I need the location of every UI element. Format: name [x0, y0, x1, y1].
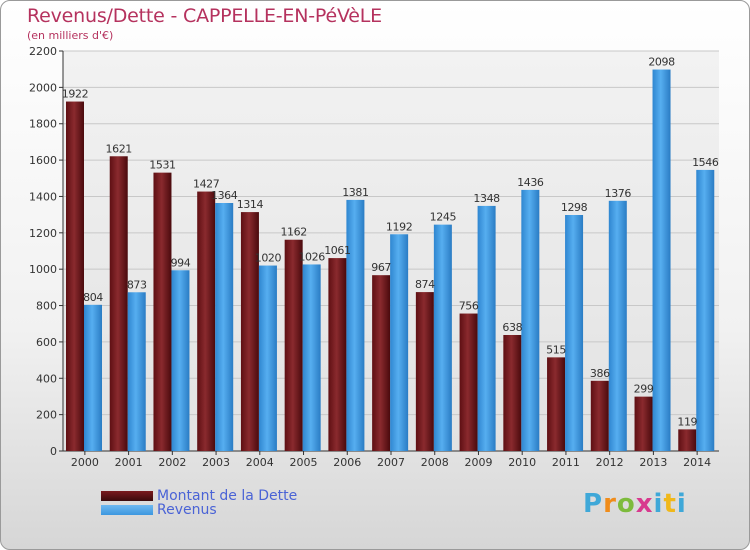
- y-tick-label: 0: [50, 445, 57, 458]
- legend-swatch-dette: [101, 491, 153, 501]
- bar-revenus: [696, 169, 715, 451]
- bar-dette: [415, 292, 434, 451]
- bar-dette: [328, 258, 347, 451]
- data-label-dette: 874: [415, 278, 435, 291]
- data-label-dette: 967: [371, 261, 391, 274]
- bar-dette: [459, 313, 478, 451]
- bar-revenus: [346, 199, 365, 451]
- x-tick-label: 2010: [508, 456, 536, 469]
- x-tick-label: 2005: [290, 456, 318, 469]
- bar-dette: [240, 212, 259, 451]
- x-tick-label: 2004: [246, 456, 274, 469]
- data-label-revenus: 1026: [298, 250, 325, 263]
- bar-dette: [284, 239, 303, 451]
- x-tick-label: 2008: [421, 456, 449, 469]
- data-label-dette: 1531: [149, 159, 175, 172]
- data-label-dette: 1427: [193, 178, 220, 191]
- proxiti-logo: Proxiti: [583, 489, 687, 519]
- data-label-revenus: 1348: [473, 192, 500, 205]
- x-tick-label: 2001: [115, 456, 143, 469]
- bar-dette: [372, 275, 391, 451]
- bar-dette: [590, 380, 609, 451]
- x-tick-label: 2011: [552, 456, 580, 469]
- y-tick-label: 200: [36, 409, 57, 422]
- data-label-revenus: 1546: [692, 156, 719, 169]
- x-tick-label: 2013: [639, 456, 667, 469]
- data-label-revenus: 1436: [517, 176, 544, 189]
- x-tick-label: 2012: [596, 456, 624, 469]
- y-tick-label: 2000: [29, 81, 57, 94]
- y-tick-label: 1600: [29, 154, 57, 167]
- y-tick-label: 1400: [29, 190, 57, 203]
- x-tick-label: 2003: [202, 456, 230, 469]
- data-label-dette: 638: [502, 321, 522, 334]
- bar-dette: [634, 396, 653, 451]
- bar-revenus: [171, 270, 190, 451]
- legend-label-revenus: Revenus: [157, 502, 217, 518]
- x-tick-label: 2014: [683, 456, 711, 469]
- bar-revenus: [652, 69, 671, 451]
- bar-dette: [197, 191, 216, 451]
- x-tick-label: 2006: [333, 456, 361, 469]
- bar-dette: [153, 172, 172, 452]
- data-label-dette: 515: [546, 343, 566, 356]
- bar-revenus: [84, 304, 102, 451]
- y-tick-label: 600: [36, 336, 57, 349]
- bar-revenus: [433, 224, 452, 451]
- y-tick-label: 2200: [29, 45, 57, 58]
- bar-revenus: [390, 234, 409, 451]
- data-label-dette: 1162: [280, 226, 306, 239]
- data-label-revenus: 994: [171, 256, 191, 269]
- data-label-dette: 386: [590, 367, 610, 380]
- data-label-dette: 1314: [237, 198, 264, 211]
- bar-dette: [66, 101, 84, 451]
- bar-revenus: [215, 203, 234, 451]
- data-label-revenus: 1298: [561, 201, 588, 214]
- y-tick-label: 400: [36, 372, 57, 385]
- y-tick-label: 1000: [29, 263, 57, 276]
- x-tick-label: 2007: [377, 456, 405, 469]
- data-label-revenus: 2098: [648, 56, 675, 69]
- legend-item-revenus: Revenus: [101, 502, 217, 518]
- data-label-revenus: 804: [83, 291, 103, 304]
- x-tick-label: 2002: [158, 456, 186, 469]
- bar-revenus: [127, 292, 146, 451]
- data-label-revenus: 873: [127, 278, 147, 291]
- bar-revenus: [302, 264, 321, 451]
- data-label-dette: 1922: [62, 88, 88, 101]
- chart-subtitle: (en milliers d'€): [27, 29, 114, 42]
- bar-dette: [109, 156, 128, 452]
- data-label-dette: 119: [677, 415, 697, 428]
- y-tick-label: 1800: [29, 118, 57, 131]
- bar-dette: [678, 429, 697, 451]
- x-tick-label: 2000: [71, 456, 99, 469]
- data-label-revenus: 1192: [386, 220, 412, 233]
- bar-revenus: [608, 200, 627, 451]
- bar-revenus: [258, 265, 277, 451]
- data-label-dette: 1061: [324, 244, 350, 257]
- data-label-dette: 756: [459, 300, 479, 313]
- x-tick-label: 2009: [464, 456, 492, 469]
- data-label-dette: 299: [634, 383, 654, 396]
- bar-dette: [503, 335, 522, 451]
- legend-label-dette: Montant de la Dette: [157, 488, 298, 504]
- data-label-revenus: 1364: [211, 189, 238, 202]
- bar-revenus: [477, 205, 496, 451]
- y-tick-label: 800: [36, 300, 57, 313]
- data-label-revenus: 1020: [255, 252, 282, 265]
- legend-swatch-revenus: [101, 505, 153, 515]
- data-label-dette: 1621: [106, 142, 132, 155]
- bar-revenus: [565, 215, 584, 451]
- legend-item-dette: Montant de la Dette: [101, 488, 298, 504]
- bar-dette: [547, 357, 566, 451]
- y-tick-label: 1200: [29, 227, 57, 240]
- data-label-revenus: 1381: [342, 186, 368, 199]
- bar-revenus: [521, 189, 540, 451]
- chart-title: Revenus/Dette - CAPPELLE-EN-PéVèLE: [27, 5, 382, 27]
- data-label-revenus: 1245: [430, 211, 457, 224]
- data-label-revenus: 1376: [605, 187, 632, 200]
